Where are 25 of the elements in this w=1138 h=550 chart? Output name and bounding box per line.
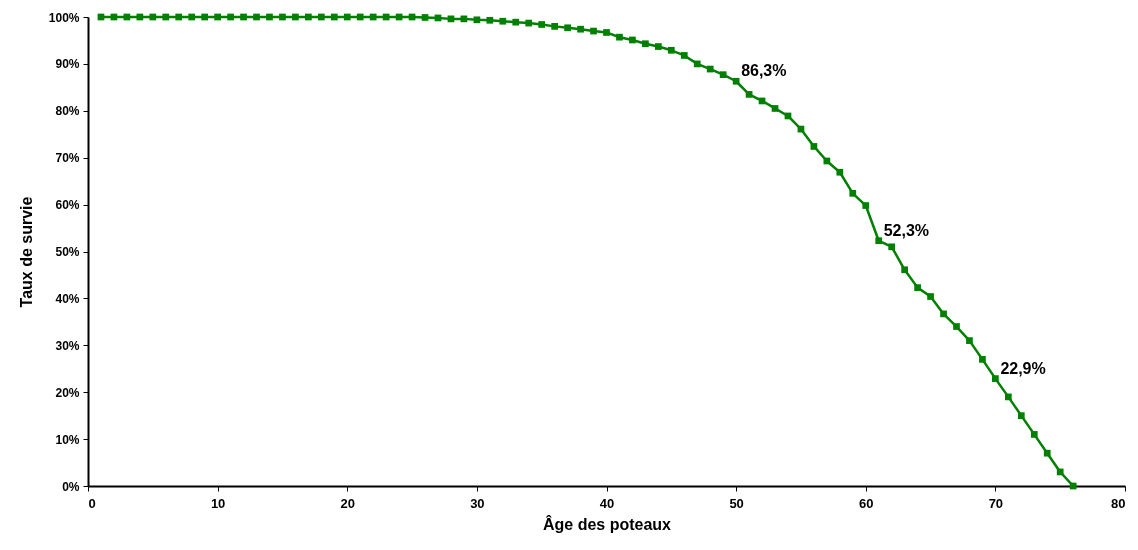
y-tick-label: 80% (55, 104, 80, 119)
y-tick-label: 100% (48, 10, 80, 25)
y-tick-label: 30% (55, 338, 80, 353)
x-axis-title: Âge des poteaux (542, 514, 672, 533)
x-tick-label: 80 (1111, 495, 1126, 511)
x-tick-label: 40 (599, 495, 615, 511)
y-tick-label: 90% (55, 57, 80, 72)
y-tick-label: 70% (55, 151, 80, 166)
x-tick-label: 60 (859, 495, 874, 511)
data-label: 22,9% (1000, 359, 1046, 377)
x-tick-label: 10 (210, 495, 226, 511)
y-tick-label: 60% (55, 198, 80, 213)
x-tick-label: 0 (88, 495, 96, 511)
y-axis-title: Taux de survie (17, 196, 35, 308)
y-tick-label: 40% (55, 291, 80, 306)
y-tick-label: 20% (55, 385, 80, 400)
y-tick-label: 10% (55, 432, 80, 447)
x-tick-label: 30 (470, 495, 485, 511)
data-label: 86,3% (741, 62, 787, 80)
x-tick-label: 70 (988, 495, 1004, 511)
y-tick-label: 50% (55, 245, 80, 259)
data-label: 52,3% (883, 221, 930, 239)
x-tick-label: 20 (340, 495, 355, 511)
x-tick-label: 50 (729, 495, 744, 511)
y-tick-label: 0% (62, 479, 80, 494)
